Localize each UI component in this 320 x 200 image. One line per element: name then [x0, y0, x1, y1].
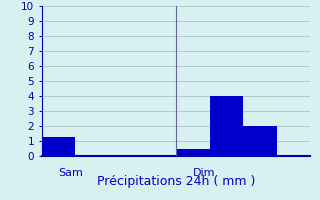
- Bar: [42, 137, 75, 156]
- Text: Dim: Dim: [193, 168, 215, 178]
- Bar: [243, 126, 277, 156]
- Bar: [210, 96, 243, 156]
- Text: Sam: Sam: [58, 168, 83, 178]
- Bar: [176, 148, 210, 156]
- X-axis label: Précipitations 24h ( mm ): Précipitations 24h ( mm ): [97, 175, 255, 188]
